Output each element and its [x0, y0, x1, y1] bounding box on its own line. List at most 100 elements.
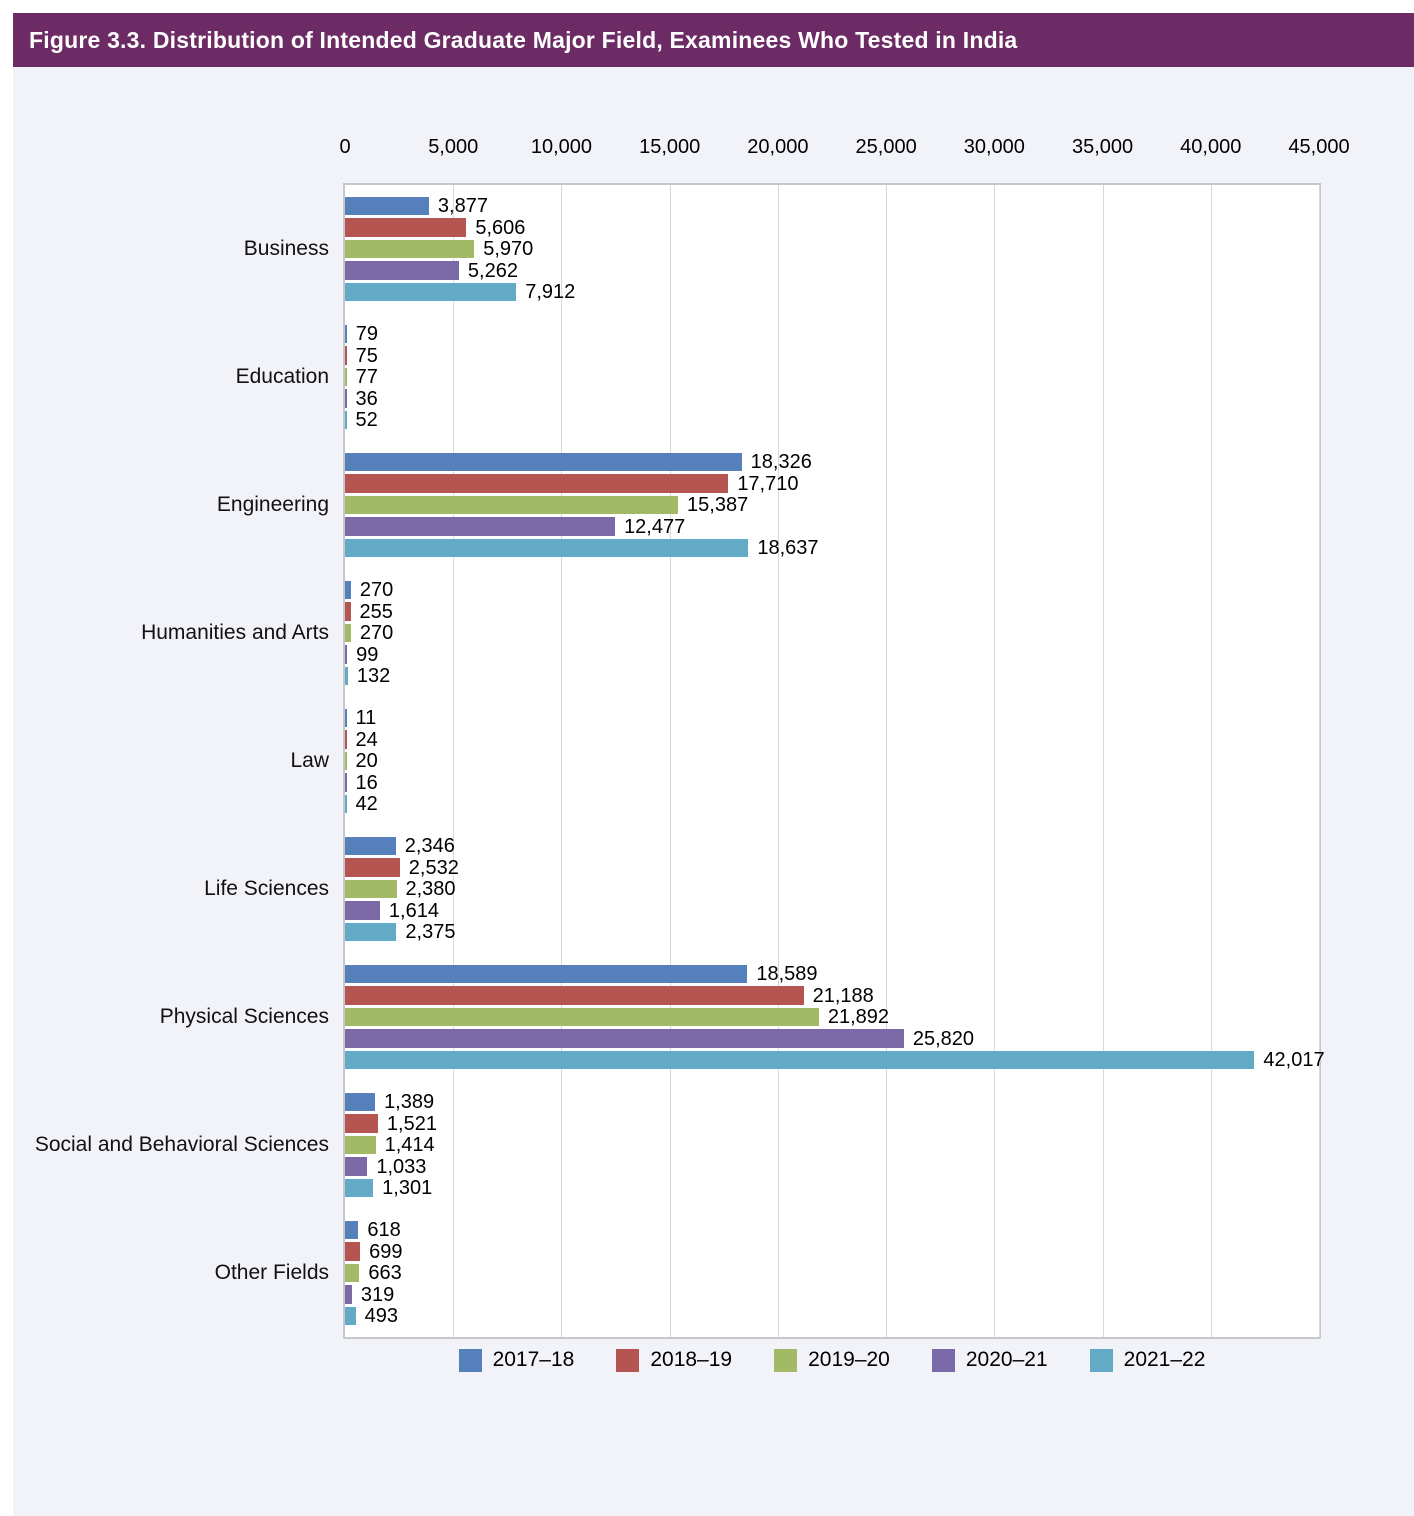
category-label: Other Fields	[214, 1260, 329, 1284]
category-group: 270 255 270 99 132	[345, 569, 1319, 697]
bar-value-label: 270	[359, 622, 394, 644]
legend-label: 2017–18	[492, 1348, 575, 1371]
bar-value-label: 16	[355, 771, 378, 794]
bar-value-label: 132	[356, 665, 391, 687]
bar-row: 42,017	[345, 1050, 1325, 1070]
bar-row: 25,820	[345, 1029, 1319, 1049]
bar-row: 1,414	[345, 1135, 1319, 1155]
bar-row: 24	[345, 730, 1319, 750]
bar-row: 20	[345, 750, 1319, 772]
plot-area: 3,877 5,606 5,970 5,262 7,912 79 75 77 36 52 18,32…	[343, 183, 1325, 1339]
bar-row: 1,521	[345, 1112, 1319, 1135]
legend-swatch	[931, 1348, 955, 1372]
bar-2017-18	[345, 580, 351, 600]
bar-2017-18	[345, 324, 347, 344]
legend-label: 2020–21	[965, 1348, 1048, 1371]
category-label: Physical Sciences	[159, 1004, 329, 1028]
bar-value-label: 7,912	[525, 281, 576, 303]
legend-item-2020-21: 2020–21	[931, 1348, 1048, 1372]
bar-2020-21	[345, 901, 380, 920]
bar-value-label: 18,589	[756, 963, 818, 985]
bar-2017-18	[345, 196, 429, 216]
bar-value-label: 5,262	[467, 259, 518, 282]
bar-2021-22	[345, 1306, 356, 1326]
bar-2020-21	[345, 1157, 368, 1176]
bar-2017-18	[345, 836, 396, 856]
bar-2020-21	[345, 517, 616, 536]
bar-2018-19	[345, 218, 467, 237]
bar-value-label: 1,301	[382, 1177, 433, 1199]
bar-row: 12,477	[345, 515, 1319, 538]
bar-row: 1,301	[345, 1177, 1319, 1199]
bar-value-label: 21,188	[812, 984, 874, 1007]
bar-value-label: 2,532	[408, 856, 459, 879]
gridline-vertical	[669, 185, 671, 1337]
bar-row: 1,033	[345, 1155, 1319, 1178]
bar-row: 5,606	[345, 216, 1319, 239]
bar-row: 2,375	[345, 922, 1319, 942]
legend-swatch	[774, 1348, 798, 1372]
bar-2021-22	[345, 538, 749, 558]
bar-value-label: 42	[355, 793, 378, 815]
bar-2021-22	[345, 922, 397, 942]
bar-row: 2,532	[345, 856, 1319, 879]
bar-row: 255	[345, 602, 1319, 622]
bar-value-label: 20	[355, 750, 378, 772]
bar-value-label: 99	[356, 643, 379, 666]
bar-value-label: 270	[359, 579, 394, 601]
bar-value-label: 1,521	[386, 1112, 437, 1135]
bar-value-label: 52	[355, 409, 378, 431]
legend-label: 2019–20	[808, 1348, 890, 1371]
category-label: Life Sciences	[204, 876, 329, 900]
bar-row: 75	[345, 346, 1319, 366]
bar-2019-20	[345, 495, 679, 515]
gridline-vertical	[1319, 185, 1320, 1337]
bar-2019-20	[345, 751, 347, 771]
bar-row: 15,387	[345, 495, 1319, 515]
legend-item-2018-19: 2018–19	[616, 1348, 732, 1372]
x-axis-tick-label: 40,000	[1180, 136, 1242, 158]
chart-body: Business Education Engineering Humanities a…	[13, 183, 1414, 1339]
bar-value-label: 21,892	[827, 1006, 889, 1028]
bar-row: 18,326	[345, 451, 1319, 473]
legend-swatch	[1089, 1348, 1113, 1372]
figure-title: Figure 3.3. Distribution of Intended Gra…	[29, 26, 1018, 53]
bar-value-label: 12,477	[624, 515, 686, 538]
bar-value-label: 2,380	[405, 878, 456, 900]
bar-row: 99	[345, 643, 1319, 666]
bar-row: 2,346	[345, 836, 1319, 856]
bar-row: 21,188	[345, 984, 1319, 1007]
bar-value-label: 618	[367, 1219, 401, 1241]
category-group: 79 75 77 36 52	[345, 313, 1319, 441]
category-group: 11 24 20 16 42	[345, 697, 1319, 825]
bar-value-label: 42,017	[1263, 1049, 1325, 1071]
bar-row: 52	[345, 409, 1319, 431]
gridline-vertical	[1102, 185, 1104, 1337]
bar-value-label: 18,326	[750, 451, 812, 473]
gridline-vertical	[994, 185, 996, 1337]
bar-value-label: 79	[355, 323, 378, 345]
bar-row: 5,970	[345, 239, 1319, 259]
legend-item-2021-22: 2021–22	[1089, 1348, 1205, 1372]
bar-2019-20	[345, 367, 347, 387]
category-group: 18,589 21,188 21,892 25,820 42,017	[345, 953, 1325, 1081]
grouped-bar-chart: 0 5,000 10,000 15,000 20,000 25,000 30,000 35,0…	[13, 127, 1414, 1372]
category-group: 18,326 17,710 15,387 12,477 18,637	[345, 441, 1319, 569]
bar-value-label: 1,614	[388, 899, 439, 922]
bar-row: 18,637	[345, 538, 1319, 558]
bar-2018-19	[345, 858, 400, 877]
bar-row: 36	[345, 389, 1319, 409]
x-axis-tick-label: 45,000	[1288, 136, 1350, 158]
category-label: Humanities and Arts	[141, 620, 329, 644]
gridline-vertical	[886, 185, 888, 1337]
bar-row: 42	[345, 793, 1319, 815]
bar-value-label: 663	[368, 1262, 402, 1284]
bar-2021-22	[345, 1178, 374, 1198]
bar-row: 5,262	[345, 259, 1319, 282]
bar-2018-19	[345, 1242, 361, 1261]
category-label: Social and Behavioral Sciences	[34, 1132, 329, 1156]
bar-value-label: 1,033	[376, 1155, 427, 1178]
bar-row: 663	[345, 1262, 1319, 1284]
bar-value-label: 5,606	[475, 216, 526, 239]
